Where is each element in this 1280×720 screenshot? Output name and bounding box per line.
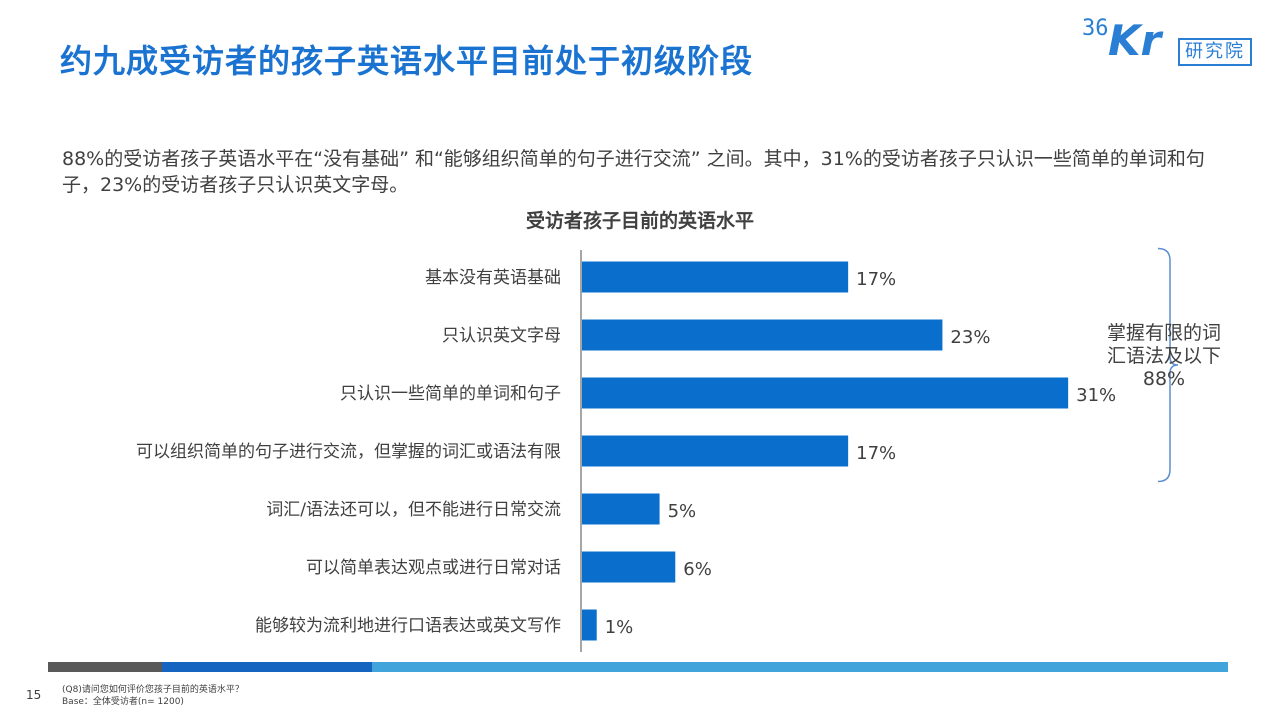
bar-5 — [581, 551, 676, 583]
footer-bar-segment-lightblue — [372, 662, 1228, 672]
bracket-annotation-line2: 汇语法及以下 — [1106, 345, 1221, 367]
page-title: 约九成受访者的孩子英语水平目前处于初级阶段 — [60, 42, 754, 80]
logo-letters: Kr — [1108, 16, 1162, 65]
bracket-annotation-line1: 掌握有限的词 — [1106, 322, 1221, 344]
data-label-5: 6% — [683, 559, 712, 580]
data-label-1: 23% — [950, 327, 990, 348]
data-label-4: 5% — [668, 501, 697, 522]
category-label-3: 可以组织简单的句子进行交流，但掌握的词汇或语法有限 — [136, 442, 561, 462]
logo-number: 36 — [1082, 16, 1109, 41]
data-label-3: 17% — [856, 443, 896, 464]
footer-bar-segment-blue — [162, 662, 372, 672]
bracket-annotation-value: 88% — [1142, 368, 1186, 390]
data-label-0: 17% — [856, 269, 896, 290]
bar-6 — [581, 609, 597, 641]
category-label-6: 能够较为流利地进行口语表达或英文写作 — [255, 616, 561, 636]
question-note: (Q8)请问您如何评价您孩子目前的英语水平？ — [62, 685, 244, 695]
bar-2 — [581, 377, 1069, 409]
bar-0 — [581, 261, 849, 293]
bar-3 — [581, 435, 849, 467]
brand-logo: 36 Kr 研究院 — [1082, 14, 1262, 66]
bar-4 — [581, 493, 660, 525]
footer-bar-segment-gray — [48, 662, 162, 672]
logo-institute: 研究院 — [1178, 38, 1252, 66]
data-label-2: 31% — [1076, 385, 1116, 406]
category-label-0: 基本没有英语基础 — [425, 268, 561, 288]
bracket-line — [1157, 247, 1179, 483]
summary-text: 88%的受访者孩子英语水平在“没有基础” 和“能够组织简单的句子进行交流” 之间… — [62, 148, 1205, 196]
bracket-annotation: 掌握有限的词 汇语法及以下 88% — [1096, 322, 1232, 391]
chart-title: 受访者孩子目前的英语水平 — [525, 210, 754, 232]
page-number: 15 — [26, 688, 42, 702]
base-note: Base：全体受访者(n= 1200) — [62, 697, 184, 707]
footnote: (Q8)请问您如何评价您孩子目前的英语水平？ Base：全体受访者(n= 120… — [62, 684, 244, 708]
bar-1 — [581, 319, 943, 351]
category-label-2: 只认识一些简单的单词和句子 — [340, 384, 561, 404]
category-label-4: 词汇/语法还可以，但不能进行日常交流 — [266, 500, 561, 520]
data-label-6: 1% — [605, 617, 634, 638]
category-label-1: 只认识英文字母 — [442, 326, 561, 346]
category-label-5: 可以简单表达观点或进行日常对话 — [306, 558, 561, 578]
